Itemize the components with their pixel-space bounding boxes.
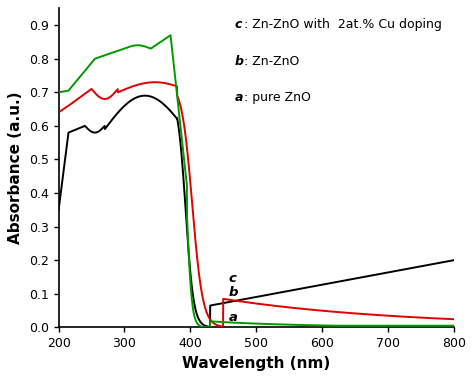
Text: c: c: [235, 18, 242, 31]
X-axis label: Wavelength (nm): Wavelength (nm): [182, 356, 330, 371]
Text: : pure ZnO: : pure ZnO: [244, 91, 311, 104]
Text: c: c: [228, 272, 237, 285]
Text: a: a: [235, 91, 243, 104]
Text: b: b: [235, 55, 244, 67]
Text: b: b: [228, 286, 238, 299]
Text: : Zn-ZnO: : Zn-ZnO: [244, 55, 300, 67]
Text: : Zn-ZnO with  2at.% Cu doping: : Zn-ZnO with 2at.% Cu doping: [244, 18, 442, 31]
Text: a: a: [228, 312, 237, 324]
Y-axis label: Absorbance (a.u.): Absorbance (a.u.): [9, 92, 23, 244]
